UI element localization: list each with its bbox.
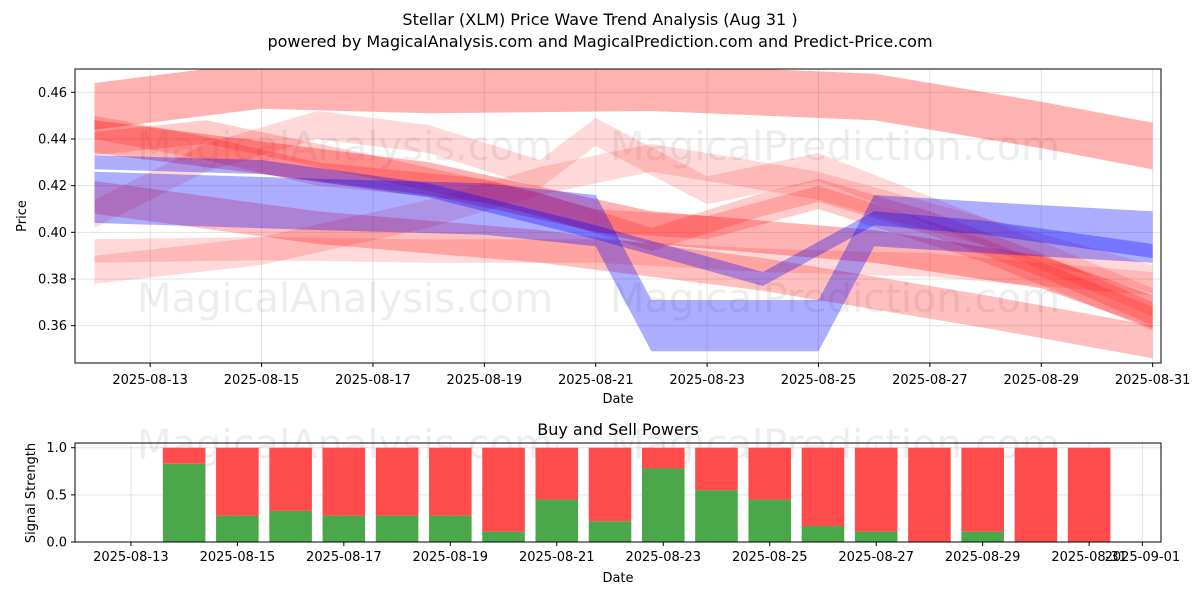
bearish-wave-band: [94, 143, 1153, 293]
sell-power-bar: [1014, 447, 1058, 542]
sell-power-bar: [482, 447, 525, 532]
power-x-tick-label: 2025-08-21: [519, 550, 595, 565]
sell-power-bar: [216, 447, 259, 516]
power-chart-title: Buy and Sell Powers: [537, 420, 699, 439]
price-plot-area: [75, 69, 1161, 363]
buy-power-bar: [801, 525, 845, 542]
bearish-wave-band: [94, 120, 1153, 328]
sell-power-bar: [322, 447, 366, 516]
buy-power-bar: [695, 490, 738, 542]
bearish-wave-band: [94, 237, 1153, 296]
bearish-wave-band: [94, 120, 1153, 326]
price-chart: MagicalAnalysis.com MagicalPrediction.co…: [15, 68, 1190, 407]
chart-subtitle: powered by MagicalAnalysis.com and Magic…: [267, 32, 933, 51]
sell-power-bar: [908, 447, 951, 542]
price-x-tick-label: 2025-08-15: [224, 373, 300, 388]
price-y-ticks: 0.36 0.38 0.40 0.42 0.44 0.46: [38, 86, 75, 334]
price-y-tick-label: 0.38: [38, 273, 67, 288]
bullish-wave-band: [94, 155, 1153, 286]
power-y-tick-label: 1.0: [46, 441, 67, 456]
buy-power-bar: [961, 531, 1004, 542]
sell-power-bar: [801, 447, 845, 526]
power-x-tick-label: 2025-08-23: [625, 550, 701, 565]
price-y-tick-label: 0.46: [38, 86, 67, 101]
buy-power-bar: [748, 499, 792, 542]
price-x-tick-label: 2025-08-29: [1003, 373, 1079, 388]
price-x-tick-label: 2025-08-21: [558, 373, 634, 388]
price-x-ticks: 2025-08-13 2025-08-15 2025-08-17 2025-08-19…: [112, 363, 1190, 388]
buy-power-bar: [216, 515, 259, 542]
bearish-wave-band: [94, 115, 1153, 331]
power-x-tick-label: 2025-08-29: [945, 550, 1021, 565]
price-x-axis-label: Date: [602, 392, 633, 407]
price-y-axis-label: Price: [15, 200, 30, 232]
power-x-axis-label: Date: [602, 571, 633, 586]
power-y-tick-label: 0.0: [46, 536, 67, 551]
price-grid: [75, 69, 1161, 363]
power-x-tick-label: 2025-08-13: [93, 550, 169, 565]
sell-power-bar: [695, 447, 738, 491]
power-x-tick-label: 2025-08-19: [413, 550, 489, 565]
price-x-tick-label: 2025-08-13: [112, 373, 188, 388]
buy-power-bar: [429, 515, 472, 542]
price-y-tick-label: 0.44: [38, 133, 67, 148]
chart-title: Stellar (XLM) Price Wave Trend Analysis …: [402, 10, 798, 29]
bullish-wave-band: [94, 171, 1153, 352]
price-x-tick-label: 2025-08-19: [447, 373, 523, 388]
price-x-tick-label: 2025-08-23: [669, 373, 745, 388]
power-x-tick-label: 2025-08-25: [732, 550, 808, 565]
power-y-ticks: 0.0 0.5 1.0: [46, 441, 75, 551]
sell-power-bar: [429, 447, 472, 516]
power-x-ticks: 2025-08-13 2025-08-15 2025-08-17 2025-08-19…: [93, 542, 1180, 565]
sell-power-bar: [588, 447, 632, 522]
bearish-wave-band: [94, 69, 1153, 170]
buy-power-bar: [162, 463, 206, 542]
sell-power-bar: [1067, 447, 1111, 542]
power-bars: [162, 447, 1111, 542]
buy-power-bar: [588, 521, 632, 542]
sell-power-bar: [162, 447, 206, 464]
sell-power-bar: [269, 447, 312, 511]
buy-power-bar: [535, 499, 579, 542]
price-y-tick-label: 0.42: [38, 179, 67, 194]
power-plot-frame: [74, 442, 1162, 543]
buy-power-bar: [641, 468, 685, 542]
power-x-tick-label: 2025-09-01: [1105, 550, 1181, 565]
sell-power-bar: [961, 447, 1004, 532]
price-x-tick-label: 2025-08-25: [781, 373, 857, 388]
buy-power-bar: [482, 531, 525, 542]
bearish-wave-band: [94, 181, 1153, 359]
buy-power-bar: [322, 515, 366, 542]
sell-power-bar: [535, 447, 579, 500]
sell-power-bar: [641, 447, 685, 469]
wave-bands: [94, 69, 1153, 359]
sell-power-bar: [748, 447, 792, 500]
watermark-prediction-mid: MagicalPrediction.com: [610, 276, 1060, 322]
buy-power-bar: [269, 510, 312, 542]
power-y-tick-label: 0.5: [46, 488, 67, 503]
power-x-tick-label: 2025-08-31: [1051, 550, 1127, 565]
price-y-tick-label: 0.36: [38, 319, 67, 334]
price-y-tick-label: 0.40: [38, 226, 67, 241]
buy-power-bar: [854, 531, 898, 542]
bearish-wave-band: [94, 111, 1153, 317]
buy-power-bar: [375, 515, 419, 542]
watermark-analysis-mid: MagicalAnalysis.com: [137, 276, 553, 322]
watermark-analysis-top: MagicalAnalysis.com: [137, 124, 553, 170]
power-x-tick-label: 2025-08-15: [200, 550, 276, 565]
power-x-tick-label: 2025-08-17: [306, 550, 382, 565]
sell-power-bar: [854, 447, 898, 532]
watermark-prediction-top: MagicalPrediction.com: [610, 124, 1060, 170]
price-x-tick-label: 2025-08-27: [892, 373, 968, 388]
sell-power-bar: [375, 447, 419, 516]
price-x-tick-label: 2025-08-17: [335, 373, 411, 388]
power-chart: Buy and Sell Powers MagicalAnalysis.com …: [24, 420, 1180, 586]
power-y-axis-label: Signal Strength: [24, 443, 39, 543]
price-x-tick-label: 2025-08-31: [1115, 373, 1191, 388]
power-x-tick-label: 2025-08-27: [838, 550, 914, 565]
price-plot-frame: [74, 68, 1162, 364]
